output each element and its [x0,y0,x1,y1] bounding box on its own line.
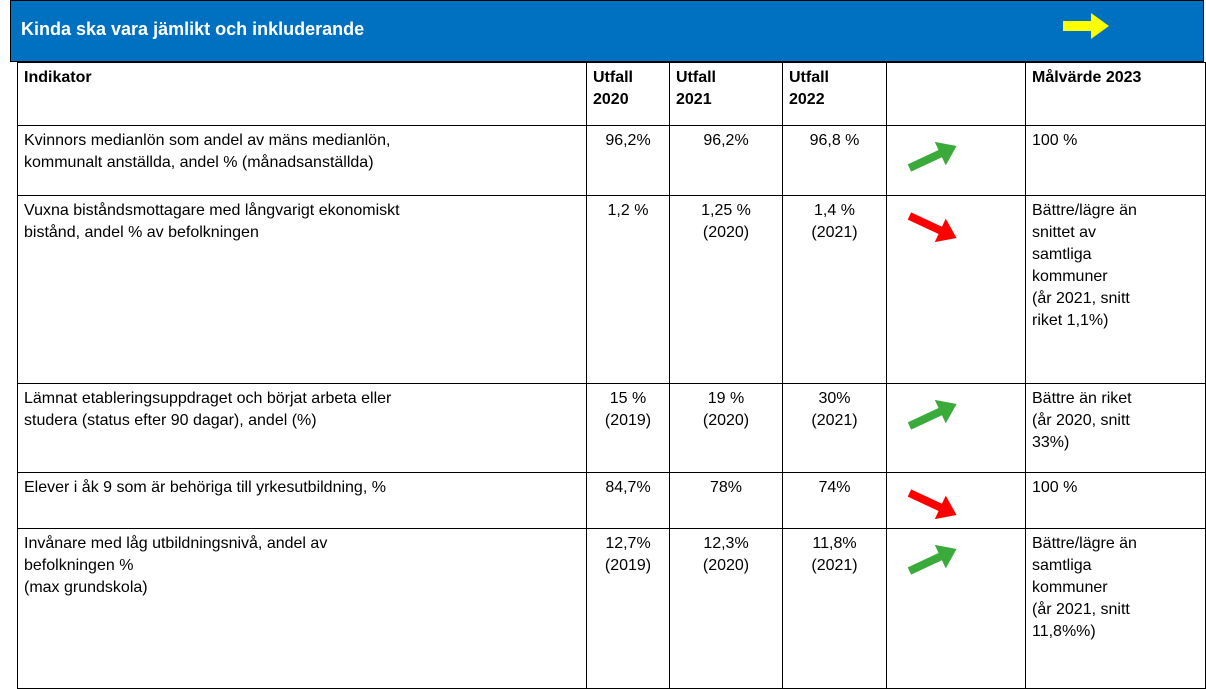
row: Kvinnors medianlön som andel av mäns med… [17,125,1206,196]
cell: 11,8% (2021) [782,528,887,689]
trend-cell [886,125,1026,196]
header-cell: Indikator [17,62,587,126]
trend-cell [886,195,1026,384]
cell: 19 % (2020) [669,383,783,473]
cell: Bättre/lägre än samtliga kommuner (år 20… [1025,528,1206,689]
header-cell: Utfall 2020 [586,62,670,126]
cell: Elever i åk 9 som är behöriga till yrkes… [17,472,587,529]
header-cell: Målvärde 2023 [1025,62,1206,126]
cell: Invånare med låg utbildningsnivå, andel … [17,528,587,689]
title-bar: Kinda ska vara jämlikt och inkluderande [10,0,1204,62]
cell: 30% (2021) [782,383,887,473]
cell: 1,25 % (2020) [669,195,783,384]
cell: 74% [782,472,887,529]
trend-cell [886,528,1026,689]
table: Indikator Utfall 2020 Utfall 2021 Utfall… [17,62,1206,689]
cell: 12,7% (2019) [586,528,670,689]
trend-up-arrow [907,399,957,430]
cell: 15 % (2019) [586,383,670,473]
cell: 1,4 % (2021) [782,195,887,384]
cell: 96,2% [586,125,670,196]
row: Invånare med låg utbildningsnivå, andel … [17,528,1206,689]
cell: Vuxna biståndsmottagare med långvarigt e… [17,195,587,384]
cell: 12,3% (2020) [669,528,783,689]
cell: Bättre än riket (år 2020, snitt 33%) [1025,383,1206,473]
header-cell: Utfall 2022 [782,62,887,126]
trend-cell [886,383,1026,473]
cell: Bättre/lägre än snittet av samtliga komm… [1025,195,1206,384]
cell: Lämnat etableringsuppdraget och börjat a… [17,383,587,473]
cell: 78% [669,472,783,529]
cell: 1,2 % [586,195,670,384]
trend-cell [886,472,1026,529]
empty-cell [886,62,1026,126]
cell: 100 % [1025,125,1206,196]
trend-down-arrow [907,212,957,243]
yellow-arrow [1063,13,1109,39]
page: Kinda ska vara jämlikt och inkluderande … [10,0,1206,689]
cell: 100 % [1025,472,1206,529]
row: Vuxna biståndsmottagare med långvarigt e… [17,195,1206,384]
header-cell: Utfall 2021 [669,62,783,126]
trend-down-arrow [907,489,957,520]
trend-up-arrow [907,544,957,575]
title: Kinda ska vara jämlikt och inkluderande [21,19,365,39]
cell: 96,2% [669,125,783,196]
cell: 84,7% [586,472,670,529]
header-row: Indikator Utfall 2020 Utfall 2021 Utfall… [17,62,1206,126]
trend-up-arrow [907,141,957,172]
row: Elever i åk 9 som är behöriga till yrkes… [17,472,1206,529]
row: Lämnat etableringsuppdraget och börjat a… [17,383,1206,473]
cell: Kvinnors medianlön som andel av mäns med… [17,125,587,196]
cell: 96,8 % [782,125,887,196]
